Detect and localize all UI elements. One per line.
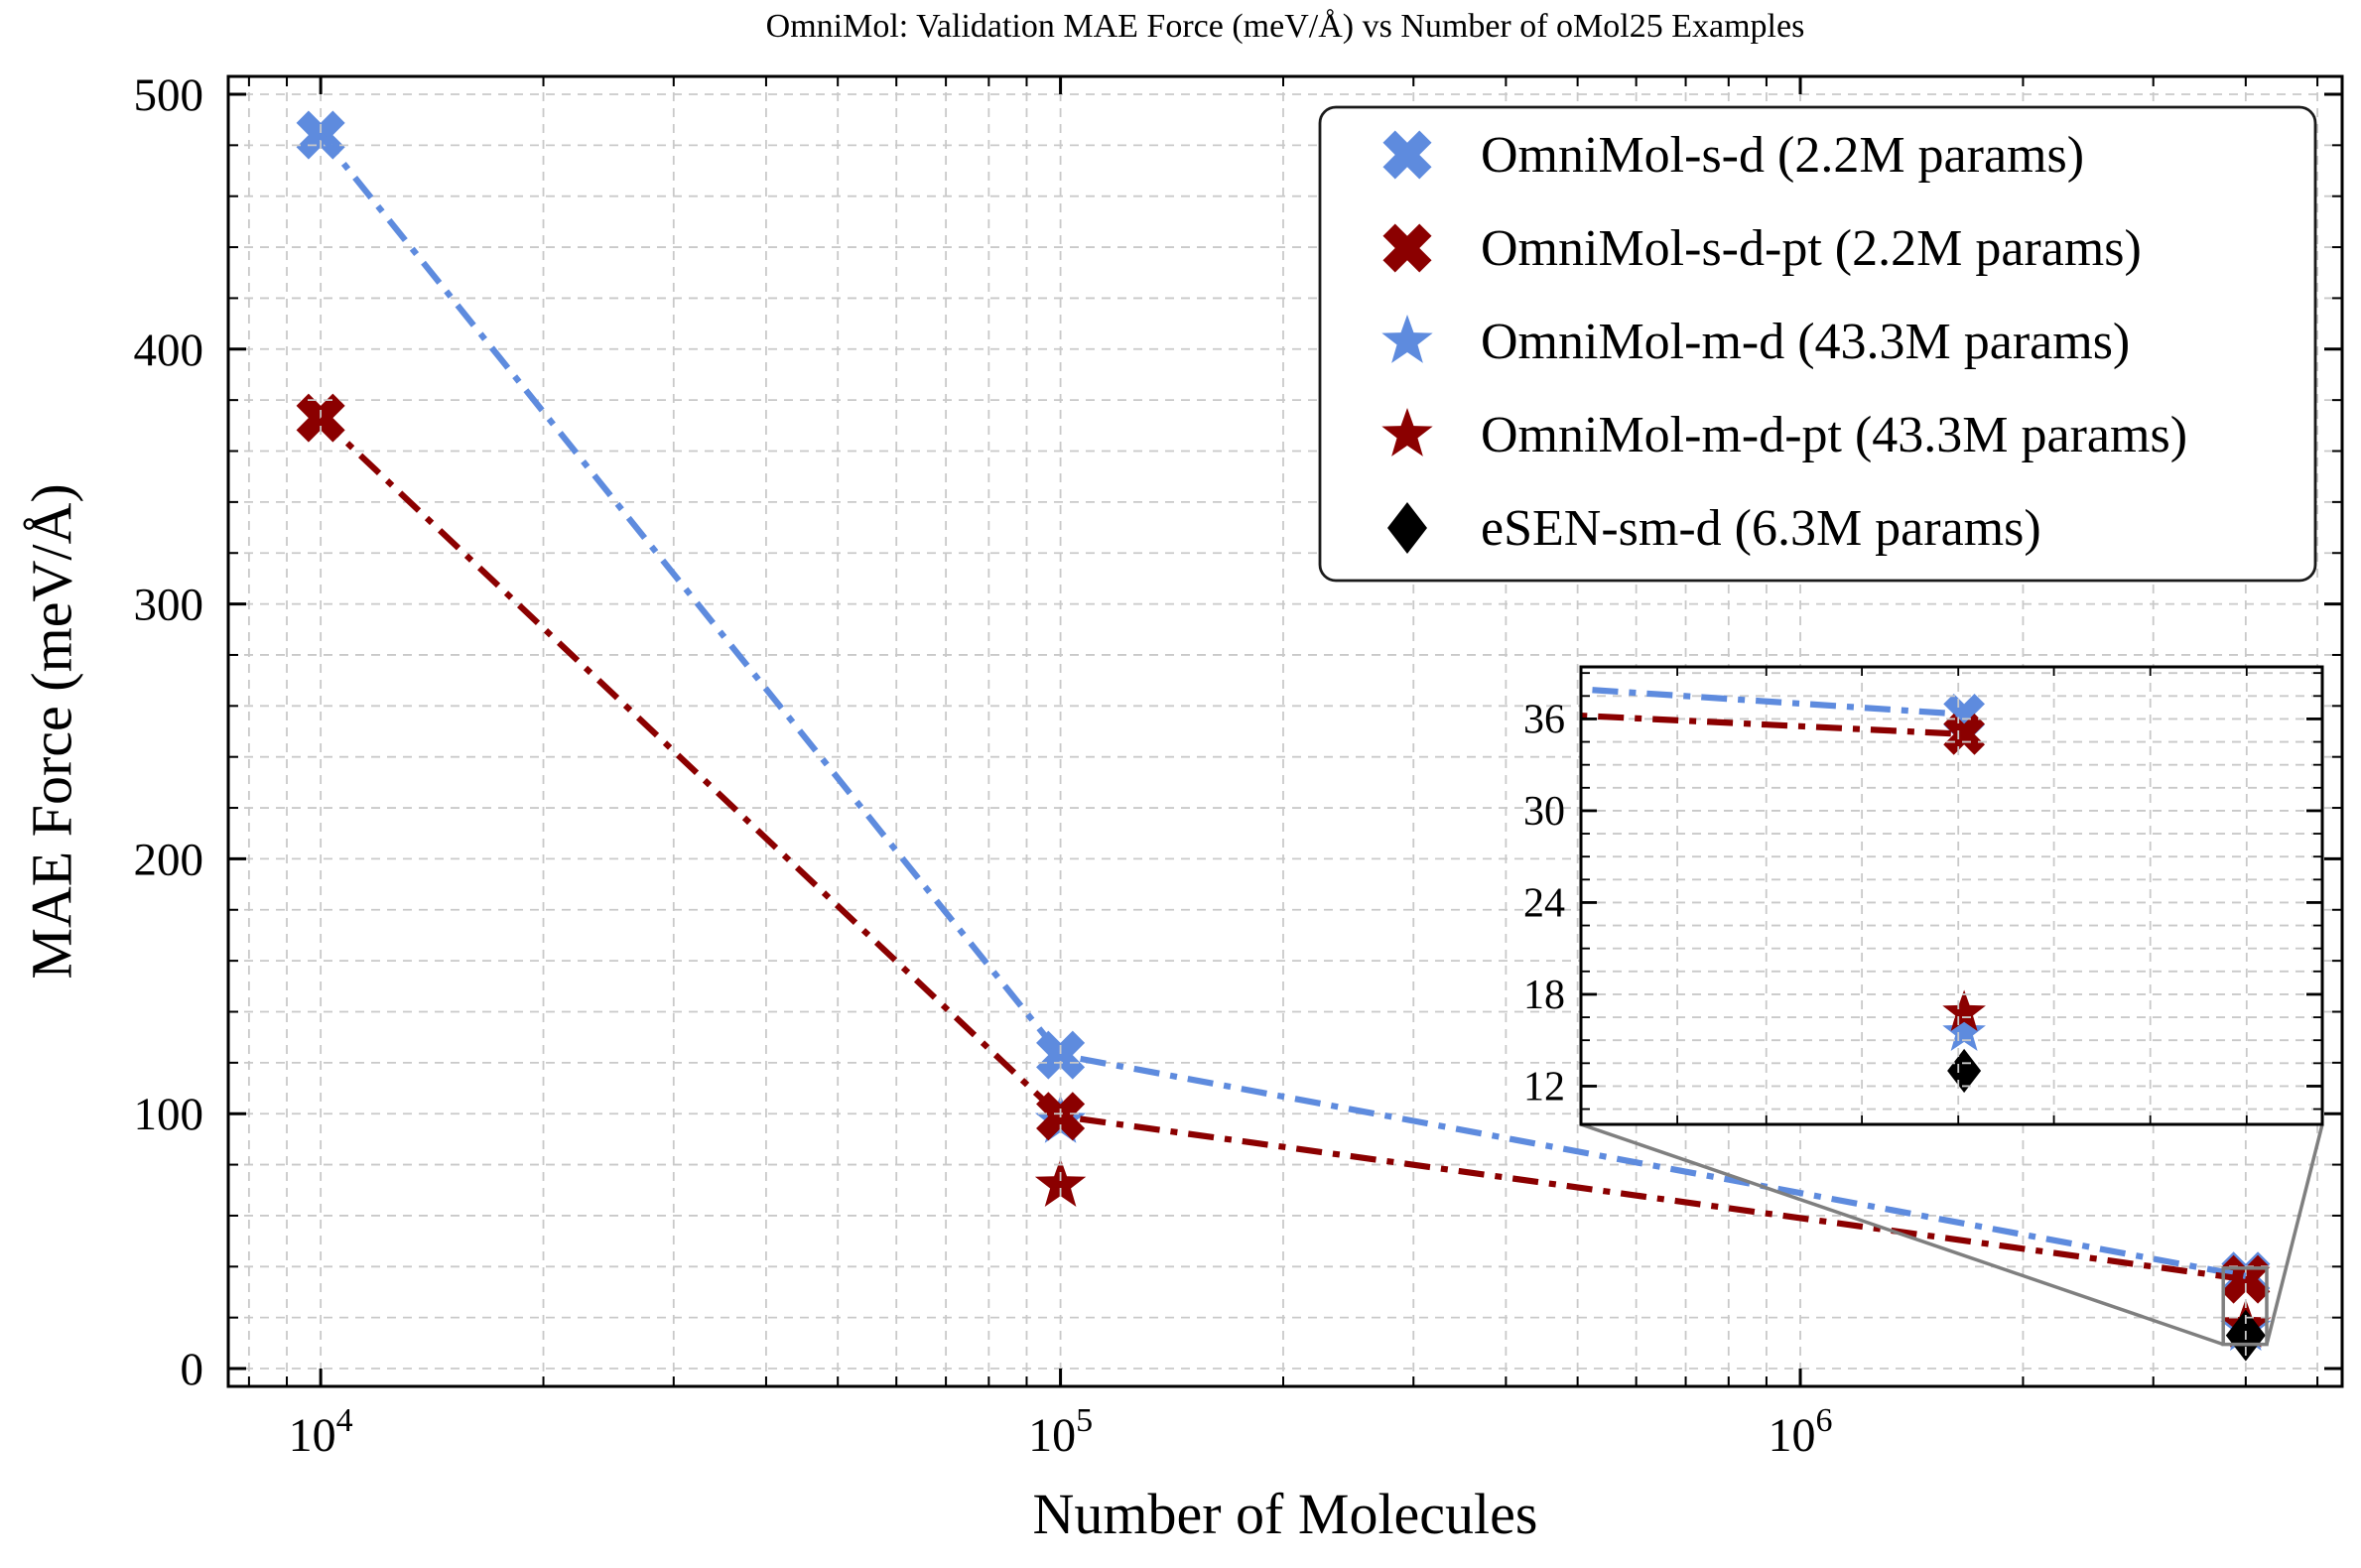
y-tick-label: 0 <box>181 1344 204 1395</box>
series-line <box>318 133 2247 1279</box>
legend-item-label: OmniMol-m-d (43.3M params) <box>1481 314 2130 370</box>
legend-diamond-icon <box>1387 502 1427 554</box>
legend-box <box>1318 105 2317 583</box>
x-tick-label: 106 <box>1769 1402 1833 1462</box>
inset-gridlines <box>1581 667 2322 1124</box>
zoom-connector-line <box>2265 1123 2324 1346</box>
x-tick-label: 105 <box>1028 1402 1093 1462</box>
zoom-indicator <box>1580 1122 2324 1347</box>
y-tick-label: 300 <box>134 580 204 631</box>
y-tick-label: 100 <box>134 1089 204 1140</box>
legend: OmniMol-s-d (2.2M params) OmniMol-s-d-pt … <box>1318 105 2317 583</box>
legend-star-icon <box>1381 408 1433 457</box>
legend-X-icon <box>1382 130 1432 180</box>
x-tick-label: 104 <box>289 1402 353 1462</box>
zoom-region-rect <box>2221 1266 2269 1347</box>
diamond-marker <box>1947 1048 1982 1094</box>
legend-item-label: OmniMol-s-d (2.2M params) <box>1481 127 2084 184</box>
legend-item: OmniMol-s-d (2.2M params) <box>1382 127 2084 184</box>
inset-background <box>1581 667 2322 1124</box>
inset-ticks <box>1581 667 2322 1124</box>
legend-item: OmniMol-s-d-pt (2.2M params) <box>1382 220 2142 277</box>
star-marker <box>1942 1009 1986 1052</box>
series-line <box>319 415 2247 1283</box>
main-ticks <box>228 76 2342 1386</box>
main-tick-labels: 0 100 200 300 400 500 104 105 106 <box>134 69 1833 1462</box>
inset-axes: 12 18 24 30 36 <box>1523 665 2324 1126</box>
inset-markers <box>1942 693 1986 1094</box>
legend-item: OmniMol-m-d-pt (43.3M params) <box>1381 407 2187 463</box>
star-marker <box>1034 1158 1087 1207</box>
zoom-connector-line <box>1580 1122 2224 1347</box>
y-tick-label: 500 <box>134 69 204 121</box>
legend-item-label: OmniMol-s-d-pt (2.2M params) <box>1481 220 2142 277</box>
legend-item-label: eSEN-sm-d (6.3M params) <box>1481 500 2041 557</box>
legend-item-label: OmniMol-m-d-pt (43.3M params) <box>1481 407 2187 463</box>
legend-item: OmniMol-m-d (43.3M params) <box>1381 314 2130 370</box>
inset-y-tick-label: 18 <box>1523 973 1565 1018</box>
x-axis-label: Number of Molecules <box>1032 1482 1538 1546</box>
y-tick-label: 200 <box>134 834 204 885</box>
chart-title: OmniMol: Validation MAE Force (meV/Å) vs… <box>765 8 1805 45</box>
inset-y-tick-label: 12 <box>1523 1064 1565 1110</box>
inset-y-tick-label: 36 <box>1523 697 1565 742</box>
y-axis-label: MAE Force (meV/Å) <box>19 483 84 980</box>
inset-tick-labels: 12 18 24 30 36 <box>1523 697 1565 1110</box>
main-axes-frame: 0 100 200 300 400 500 104 105 106 <box>134 69 2344 1462</box>
star-marker <box>1942 989 1986 1032</box>
main-series-lines <box>318 133 2247 1283</box>
legend-X-icon <box>1382 223 1432 273</box>
inset-y-tick-label: 30 <box>1523 789 1565 835</box>
y-tick-label: 400 <box>134 325 204 376</box>
inset-y-tick-label: 24 <box>1523 880 1565 926</box>
X-marker <box>1943 713 1985 755</box>
legend-item: eSEN-sm-d (6.3M params) <box>1387 500 2041 557</box>
legend-star-icon <box>1381 315 1433 363</box>
